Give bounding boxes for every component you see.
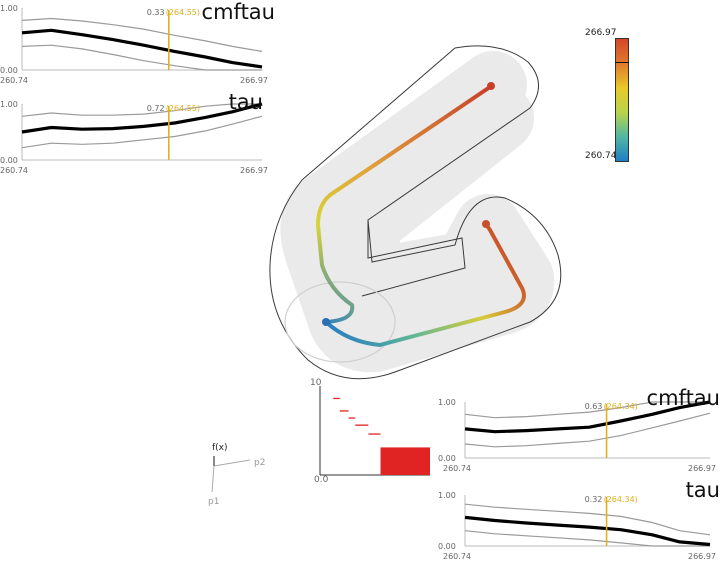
axes-gizmo-down-label: p1 bbox=[208, 497, 220, 507]
y-top-tick-label: 1.00 bbox=[0, 4, 18, 13]
histogram[interactable]: 10 0.0 bbox=[308, 378, 438, 488]
y-bottom-tick-label: 0.00 bbox=[0, 66, 18, 75]
tube-outline-outer bbox=[269, 45, 562, 380]
colorbar-max-label: 266.97 bbox=[585, 28, 617, 38]
cursor-value-label: 0.72 bbox=[147, 104, 165, 113]
histogram-block bbox=[380, 447, 430, 475]
centerline-end-right[interactable] bbox=[482, 220, 490, 228]
cursor-x-label: (264.55) bbox=[166, 104, 200, 113]
y-top-tick-label: 1.00 bbox=[438, 398, 456, 407]
plot-title: cmftau bbox=[201, 0, 275, 24]
y-top-tick-label: 1.00 bbox=[0, 100, 18, 109]
colorbar-min-label: 260.74 bbox=[585, 151, 617, 161]
lower-band-line bbox=[21, 44, 262, 71]
cursor-x-label: (264.34) bbox=[604, 402, 638, 411]
centerline-end-start[interactable] bbox=[322, 318, 330, 326]
axes-gizmo[interactable]: f(x) p2 p1 bbox=[200, 440, 290, 515]
cursor-x-label: (264.34) bbox=[604, 495, 638, 504]
histogram-canvas[interactable] bbox=[308, 378, 438, 488]
histogram-y-max-label: 10 bbox=[310, 378, 322, 388]
colorbar: 266.97 260.74 bbox=[585, 28, 645, 168]
upper-band-line bbox=[464, 401, 710, 419]
lower-band-line bbox=[464, 412, 711, 448]
mean-curve bbox=[21, 28, 263, 69]
plot-bottom-tau[interactable]: 0.32 (264.34) 1.00 0.00 260.74 266.97 tau bbox=[438, 478, 724, 562]
centerline-segment-b bbox=[324, 222, 526, 348]
y-bottom-tick-label: 0.00 bbox=[438, 454, 456, 463]
colorbar-marker[interactable] bbox=[615, 62, 629, 64]
plot-top-tau[interactable]: 0.72 (264.55) 1.00 0.00 260.74 266.97 tau bbox=[0, 90, 285, 182]
y-bottom-tick-label: 0.00 bbox=[0, 156, 18, 165]
colorbar-gradient[interactable] bbox=[615, 38, 629, 162]
lower-band-line bbox=[21, 115, 263, 149]
x-min-tick-label: 260.74 bbox=[0, 166, 28, 175]
histogram-y-min-label: 0.0 bbox=[314, 475, 329, 485]
upper-band-line bbox=[464, 503, 711, 536]
mean-curve bbox=[21, 102, 263, 134]
upper-band-line bbox=[21, 17, 263, 52]
lower-band-line bbox=[464, 530, 710, 547]
plot-title: cmftau bbox=[646, 386, 720, 410]
y-bottom-tick-label: 0.00 bbox=[438, 542, 456, 551]
plot-bottom-cmftau[interactable]: 0.63 (264.34) 1.00 0.00 260.74 266.97 cmftau bbox=[438, 386, 724, 476]
x-max-tick-label: 266.97 bbox=[240, 76, 268, 85]
axes-gizmo-right-label: p2 bbox=[254, 458, 266, 468]
centerline-segment-a bbox=[315, 85, 492, 324]
axes-gizmo-up-label: f(x) bbox=[212, 443, 228, 453]
tube-outline-inner bbox=[361, 220, 466, 297]
plot-title: tau bbox=[685, 478, 720, 502]
mean-curve bbox=[464, 515, 711, 547]
centerline-end-top[interactable] bbox=[487, 82, 495, 90]
mean-curve bbox=[464, 400, 711, 434]
x-max-tick-label: 266.97 bbox=[688, 464, 716, 473]
x-max-tick-label: 266.97 bbox=[688, 552, 716, 561]
y-top-tick-label: 1.00 bbox=[438, 491, 456, 500]
plot-top-cmftau[interactable]: 0.33 (264.55) 1.00 0.00 260.74 266.97 cmftau bbox=[0, 0, 285, 90]
upper-band-line bbox=[21, 103, 262, 117]
x-min-tick-label: 260.74 bbox=[443, 552, 471, 561]
tube-surface bbox=[280, 51, 555, 373]
cursor-value-label: 0.32 bbox=[585, 495, 603, 504]
tube-cap-ring bbox=[284, 281, 396, 363]
axes-gizmo-lines bbox=[211, 456, 251, 493]
x-min-tick-label: 260.74 bbox=[0, 76, 28, 85]
cursor-value-label: 0.33 bbox=[147, 8, 165, 17]
x-max-tick-label: 266.97 bbox=[240, 166, 268, 175]
x-min-tick-label: 260.74 bbox=[443, 464, 471, 473]
cursor-value-label: 0.63 bbox=[585, 402, 603, 411]
cursor-x-label: (264.55) bbox=[166, 8, 200, 17]
plot-title: tau bbox=[228, 90, 263, 114]
